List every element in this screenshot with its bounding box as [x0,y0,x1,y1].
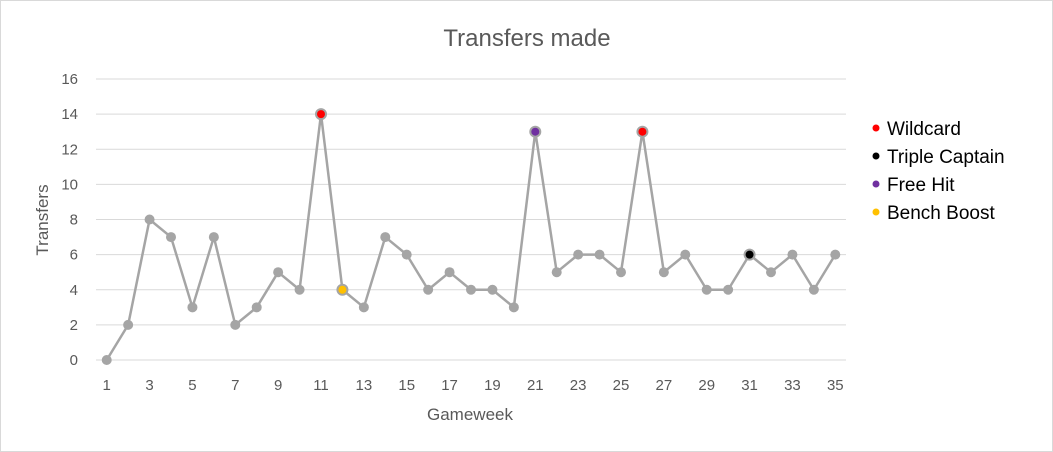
data-point [144,214,155,225]
data-point [551,267,562,278]
legend: Wildcard Triple Captain Free Hit Bench Boos… [872,119,1005,224]
x-tick-label: 23 [570,377,587,394]
y-tick-label: 8 [70,212,78,229]
chip-data-point [336,283,349,296]
legend-marker [872,124,880,132]
y-tick-label: 6 [70,247,78,264]
chart-title: Transfers made [443,25,610,52]
x-tick-label: 35 [827,377,844,394]
data-point [658,267,669,278]
y-tick-label: 4 [70,282,78,299]
data-point [616,267,626,278]
data-point [166,232,176,243]
data-point [273,267,284,278]
chip-data-point [315,108,327,121]
x-axis-title: Gameweek [427,405,513,424]
data-point [123,319,134,330]
data-point [444,267,455,278]
x-tick-label: 17 [441,377,458,394]
data-point [701,284,712,295]
chip-data-point [636,125,649,138]
x-tick-label: 1 [103,377,111,394]
x-tick-label: 21 [527,377,544,394]
data-point [808,284,819,295]
y-axis-title: Transfers [33,184,52,255]
data-point [787,249,798,260]
data-point [208,232,219,243]
x-tick-label: 11 [313,377,329,394]
x-tick-label: 15 [398,377,415,394]
chip-data-point [743,248,756,261]
data-point [401,249,412,260]
y-tick-label: 10 [61,176,78,193]
chip-data-point [529,125,542,138]
data-point [573,249,584,260]
y-tick-label: 0 [70,352,78,369]
data-point [187,302,198,313]
x-tick-label: 5 [188,377,196,394]
x-tick-label: 33 [784,377,801,394]
legend-label: Wildcard [887,119,961,140]
x-tick-label: 31 [741,377,758,394]
data-point [508,302,519,313]
data-point [358,302,369,313]
legend-marker [872,208,880,216]
legend-marker [872,152,880,160]
y-tick-label: 2 [70,317,78,334]
data-point [830,249,841,260]
x-tick-label: 3 [145,377,153,394]
x-tick-label: 29 [698,377,715,394]
data-point [380,232,391,243]
data-point [294,284,305,295]
data-point [230,319,241,330]
y-tick-label: 14 [61,106,78,123]
data-point [466,284,476,295]
legend-marker [872,180,880,188]
x-tick-label: 19 [484,377,501,394]
x-tick-label: 9 [274,377,282,394]
data-point [594,249,605,260]
x-tick-label: 25 [613,377,630,394]
legend-label: Free Hit [887,175,955,196]
legend-label: Triple Captain [887,147,1005,168]
y-tick-label: 16 [61,71,78,88]
x-tick-label: 7 [231,377,239,394]
data-point [251,302,262,313]
y-tick-label: 12 [61,141,78,158]
legend-label: Bench Boost [887,203,995,224]
data-point [766,267,776,278]
data-point [101,355,112,365]
data-point [487,284,498,295]
x-tick-label: 27 [656,377,673,394]
data-point [423,284,434,295]
data-point [680,249,691,260]
x-tick-label: 13 [356,377,373,394]
data-point [723,284,734,295]
